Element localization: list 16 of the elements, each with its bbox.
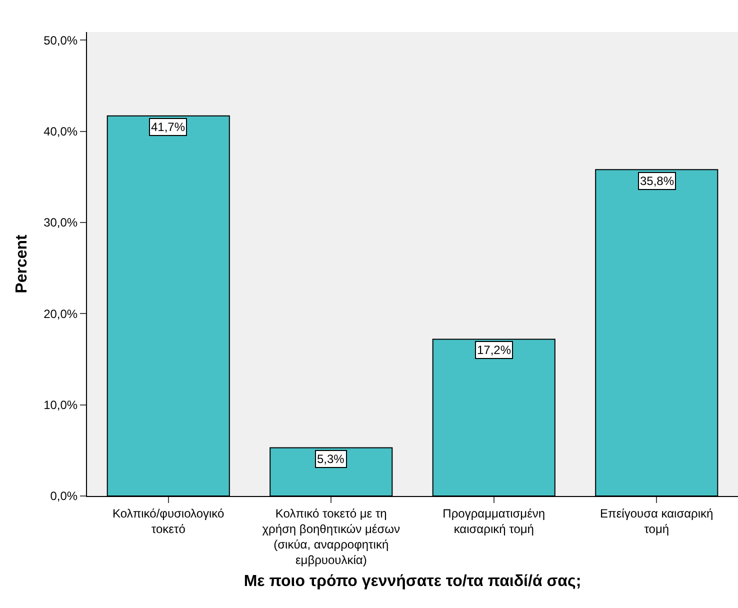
y-tick-label: 30,0% — [44, 216, 78, 230]
x-tick-label: Κολπικό/φυσιολογικό τοκετό — [112, 506, 225, 536]
data-label: 35,8% — [640, 174, 674, 188]
y-axis-title: Percent — [13, 234, 30, 294]
y-tick-label: 0,0% — [50, 489, 78, 504]
y-tick-label: 40,0% — [44, 124, 78, 139]
data-label: 41,7% — [151, 120, 186, 134]
y-tick-label: 50,0% — [44, 33, 78, 48]
y-tick-label: 20,0% — [44, 306, 78, 321]
x-axis-title: Με ποιο τρόπο γεννήσατε το/τα παιδί/ά σας; — [244, 572, 582, 590]
x-tick-label: Κολπικό τοκετό με τη χρήση βοηθητικών μέσων (σικύα, αναρροφητική εμβρυουλκία) — [262, 506, 400, 568]
x-tick-label: Προγραμματισμένη καισαρική τομή — [442, 506, 546, 536]
x-tick-label: Επείγουσα καισαρική τομή — [600, 506, 714, 536]
data-label: 17,2% — [477, 343, 512, 357]
data-label: 5,3% — [317, 452, 345, 466]
y-tick-label: 10,0% — [44, 398, 78, 412]
